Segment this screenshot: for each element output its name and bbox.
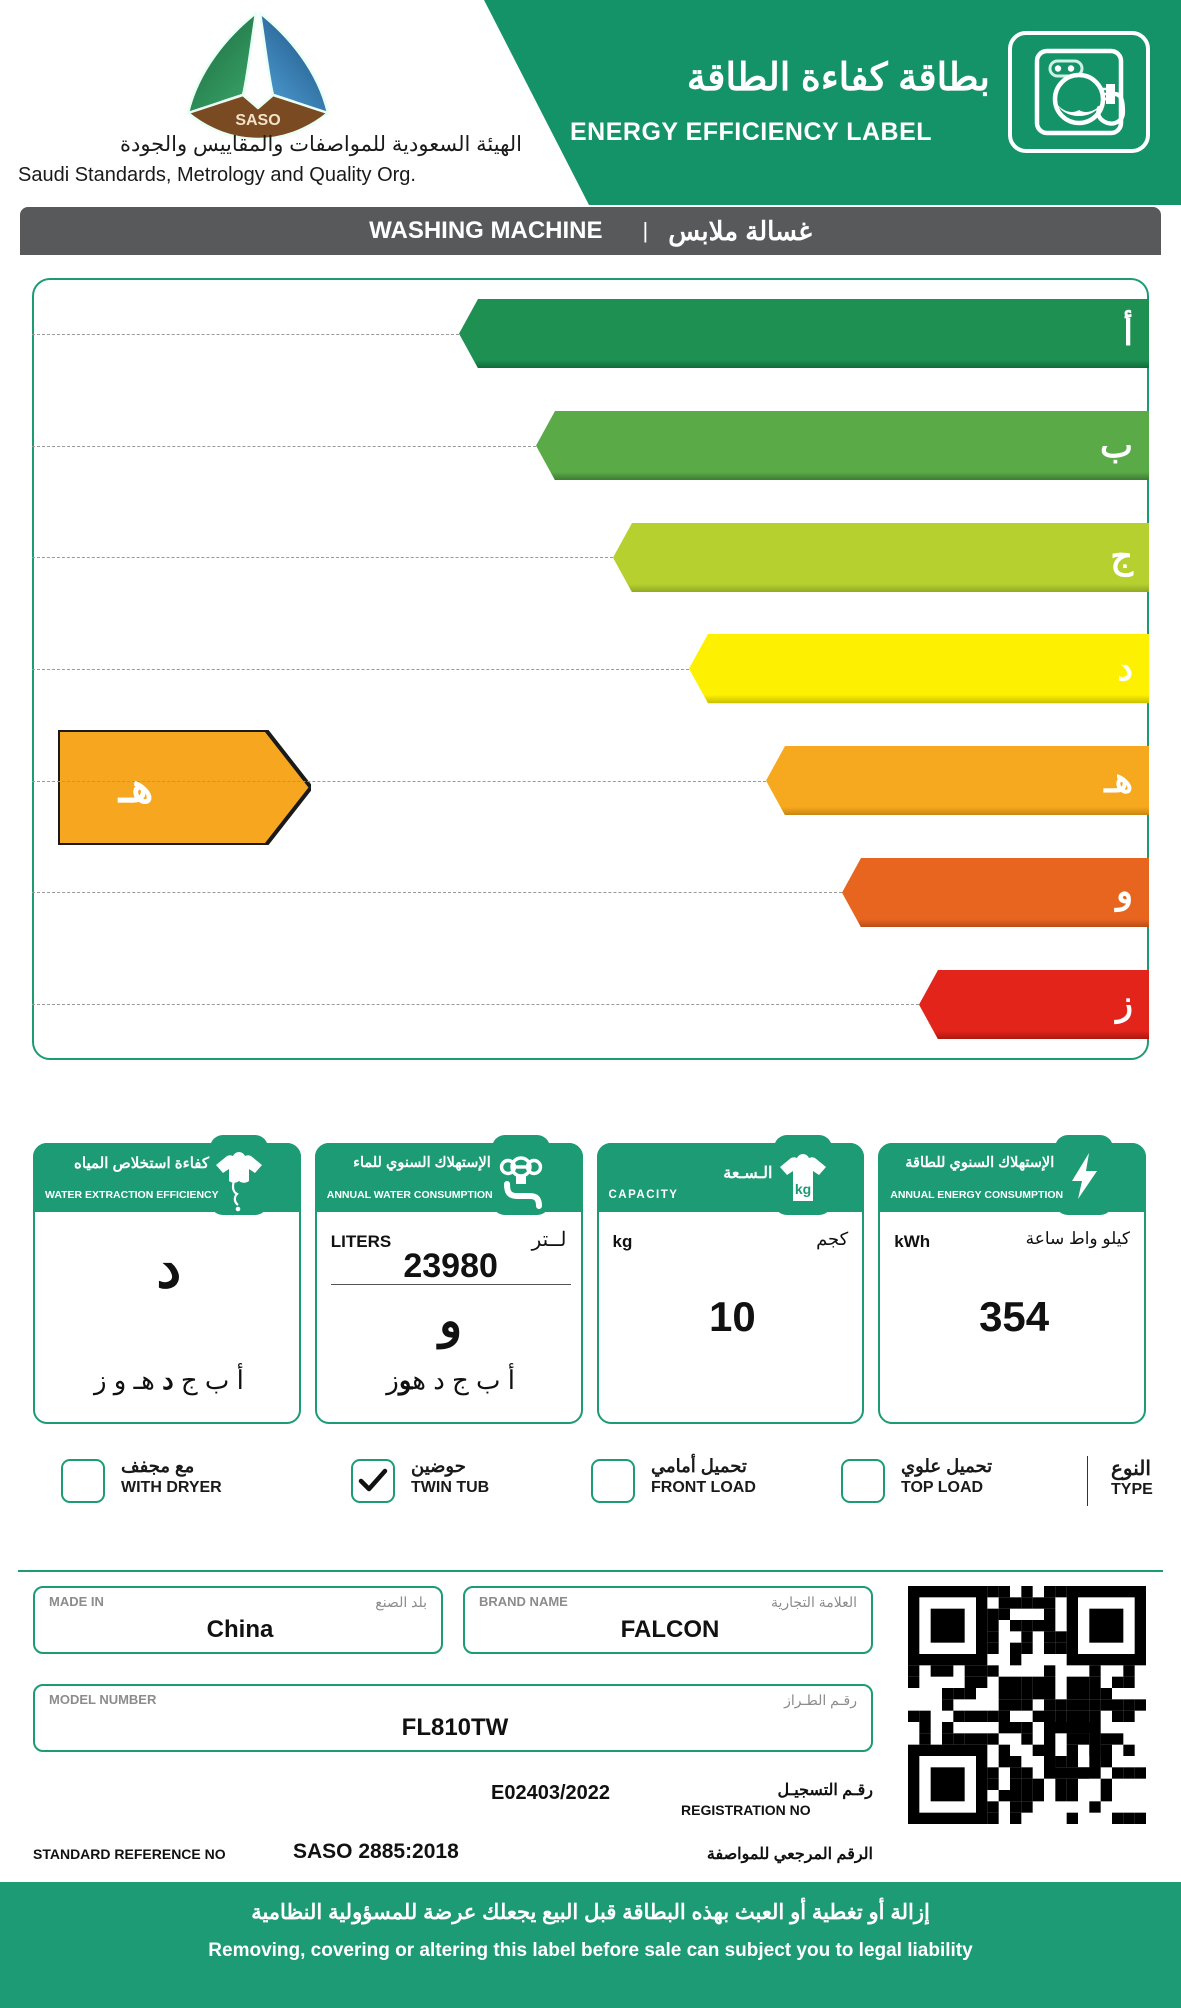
svg-text:SASO: SASO: [235, 112, 280, 129]
